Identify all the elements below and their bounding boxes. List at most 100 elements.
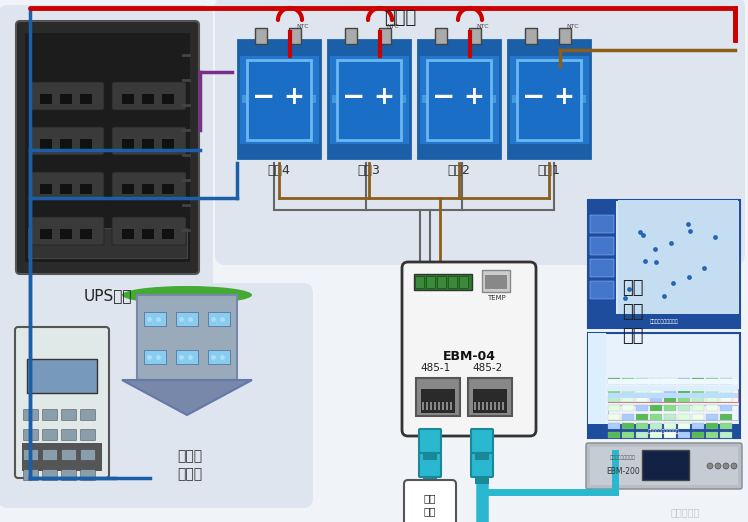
FancyBboxPatch shape [664,378,676,384]
Text: 下一
模块: 下一 模块 [424,493,436,517]
Bar [60,139,72,149]
FancyBboxPatch shape [636,396,648,402]
FancyBboxPatch shape [622,396,634,402]
FancyBboxPatch shape [61,430,76,441]
FancyBboxPatch shape [588,314,740,328]
FancyBboxPatch shape [43,430,58,441]
Text: +: + [554,85,574,109]
Text: EBM-200: EBM-200 [606,467,640,476]
FancyBboxPatch shape [0,283,313,508]
FancyBboxPatch shape [423,476,437,484]
FancyBboxPatch shape [468,378,512,416]
Bar [60,94,72,104]
Bar [40,229,52,239]
FancyBboxPatch shape [720,387,732,393]
FancyBboxPatch shape [81,449,96,460]
Bar [494,402,497,410]
FancyBboxPatch shape [208,312,230,326]
FancyBboxPatch shape [706,405,718,411]
Text: Un U4U3U2U1: Un U4U3U2U1 [423,291,462,296]
Text: 蓄电池在线监测系统平台: 蓄电池在线监测系统平台 [649,429,680,433]
FancyBboxPatch shape [650,414,662,420]
Bar [559,28,571,44]
FancyBboxPatch shape [608,389,738,402]
FancyBboxPatch shape [720,432,732,438]
Text: NTC: NTC [476,23,489,29]
FancyBboxPatch shape [508,144,590,158]
FancyBboxPatch shape [475,476,489,484]
FancyBboxPatch shape [28,228,187,258]
FancyBboxPatch shape [636,378,648,384]
FancyBboxPatch shape [30,127,104,155]
FancyBboxPatch shape [414,274,472,290]
FancyBboxPatch shape [678,378,690,384]
FancyBboxPatch shape [418,40,500,56]
Bar [255,28,267,44]
Bar [450,402,453,410]
FancyBboxPatch shape [421,389,455,413]
FancyBboxPatch shape [512,95,586,103]
FancyBboxPatch shape [22,443,102,471]
Bar [446,402,449,410]
Bar [162,94,174,104]
FancyBboxPatch shape [636,405,648,411]
FancyBboxPatch shape [608,405,620,411]
FancyBboxPatch shape [404,480,456,522]
Bar [142,229,154,239]
Text: 蓄电池在线监测系统: 蓄电池在线监测系统 [610,456,636,460]
FancyBboxPatch shape [23,449,38,460]
Bar [142,139,154,149]
FancyBboxPatch shape [43,469,58,480]
FancyBboxPatch shape [81,409,96,421]
Text: −: − [432,83,456,111]
FancyBboxPatch shape [419,453,441,477]
FancyBboxPatch shape [517,60,581,140]
Bar [80,229,92,239]
Bar [40,184,52,194]
FancyBboxPatch shape [426,276,435,288]
FancyBboxPatch shape [423,452,437,460]
FancyBboxPatch shape [622,432,634,438]
Text: 485-1: 485-1 [421,363,451,373]
FancyBboxPatch shape [706,423,718,429]
FancyBboxPatch shape [238,40,320,56]
Text: 485-2: 485-2 [473,363,503,373]
FancyBboxPatch shape [448,276,457,288]
FancyBboxPatch shape [328,40,410,56]
FancyBboxPatch shape [112,217,186,245]
FancyBboxPatch shape [608,405,738,420]
Polygon shape [122,380,252,415]
Bar [525,28,537,44]
Text: 电池1: 电池1 [538,164,560,177]
Bar [345,28,357,44]
FancyBboxPatch shape [692,432,704,438]
Bar [40,94,52,104]
Bar [60,184,72,194]
FancyBboxPatch shape [642,450,689,480]
FancyBboxPatch shape [25,33,190,262]
Text: 电池组: 电池组 [384,9,416,27]
Circle shape [715,463,721,469]
FancyBboxPatch shape [664,396,676,402]
FancyBboxPatch shape [608,386,738,391]
FancyBboxPatch shape [144,312,166,326]
Bar [469,28,481,44]
FancyBboxPatch shape [588,424,740,438]
FancyBboxPatch shape [608,414,620,420]
FancyBboxPatch shape [419,429,441,453]
FancyBboxPatch shape [112,127,186,155]
FancyBboxPatch shape [30,217,104,245]
Bar [474,402,476,410]
FancyBboxPatch shape [437,276,446,288]
FancyBboxPatch shape [418,40,500,158]
FancyBboxPatch shape [692,414,704,420]
Text: +: + [283,85,304,109]
FancyBboxPatch shape [618,200,738,314]
FancyBboxPatch shape [692,405,704,411]
FancyBboxPatch shape [650,378,662,384]
FancyBboxPatch shape [678,387,690,393]
FancyBboxPatch shape [27,359,97,393]
Bar [162,229,174,239]
FancyBboxPatch shape [590,215,614,233]
FancyBboxPatch shape [678,405,690,411]
